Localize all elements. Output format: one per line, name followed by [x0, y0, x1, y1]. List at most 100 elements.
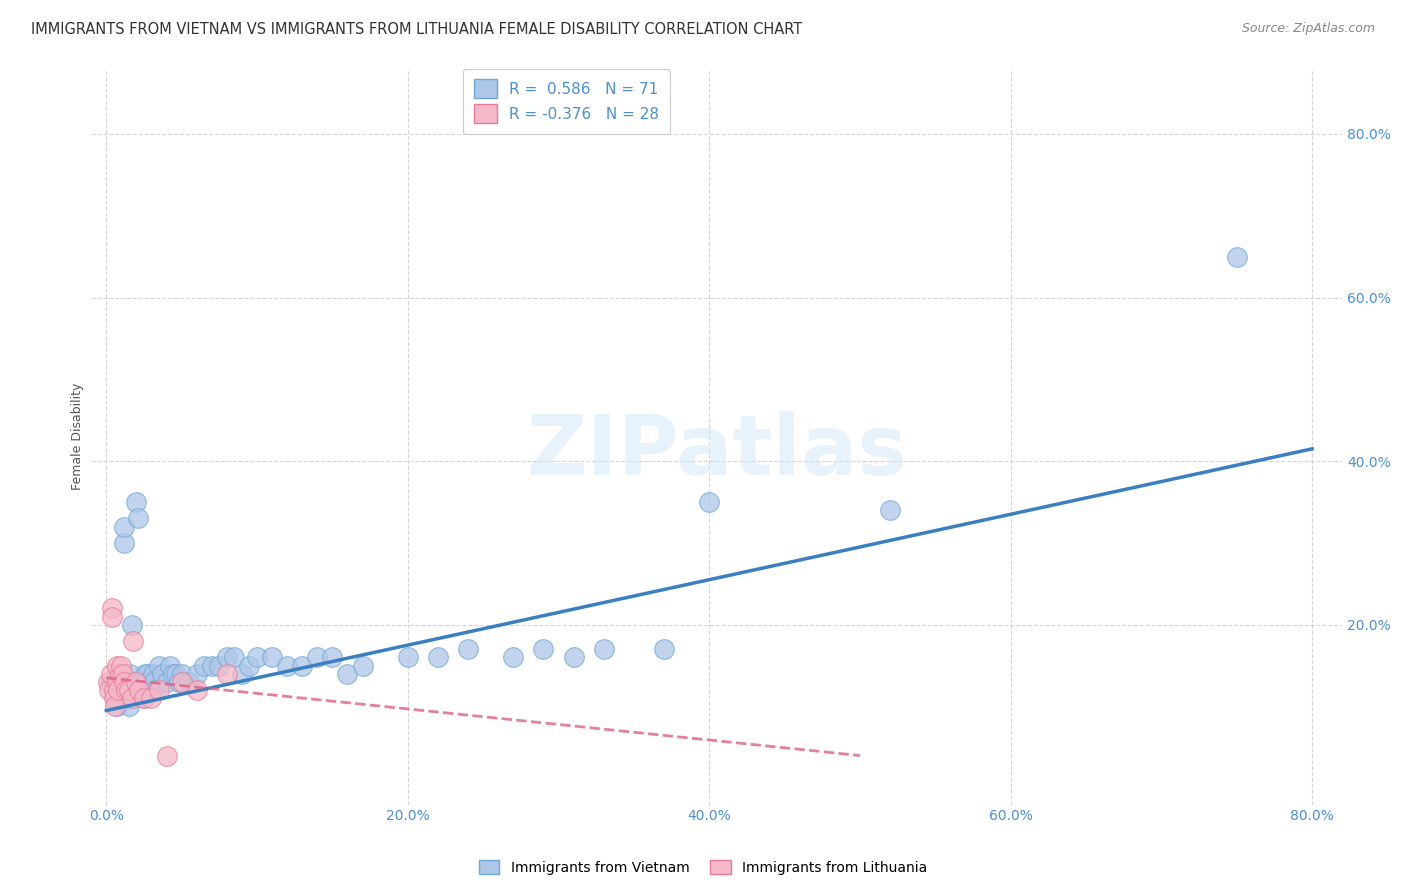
Point [155, 675, 177, 690]
Point [426, 650, 449, 665]
Legend: R =  0.586   N = 71, R = -0.376   N = 28: R = 0.586 N = 71, R = -0.376 N = 28 [464, 69, 669, 134]
Point [167, 675, 190, 690]
Point [179, 675, 201, 690]
Point [145, 683, 167, 698]
Point [143, 675, 166, 690]
Point [208, 658, 231, 673]
Point [103, 691, 125, 706]
Point [562, 650, 585, 665]
Point [115, 691, 138, 706]
Point [122, 634, 145, 648]
Point [186, 666, 208, 681]
Point [170, 675, 193, 690]
Point [105, 666, 128, 681]
Point [238, 658, 260, 673]
Point [291, 658, 314, 673]
Point [224, 650, 246, 665]
Point [107, 675, 129, 690]
Point [105, 699, 128, 714]
Point [141, 683, 163, 698]
Point [115, 683, 138, 698]
Point [120, 666, 142, 681]
Point [98, 683, 121, 698]
Point [112, 536, 135, 550]
Point [170, 666, 193, 681]
Point [112, 519, 135, 533]
Text: Source: ZipAtlas.com: Source: ZipAtlas.com [1241, 22, 1375, 36]
Point [100, 675, 122, 690]
Point [159, 658, 181, 673]
Point [136, 666, 159, 681]
Point [1226, 250, 1249, 264]
Point [125, 675, 148, 690]
Point [262, 650, 284, 665]
Point [104, 699, 127, 714]
Point [100, 666, 122, 681]
Point [142, 666, 165, 681]
Point [276, 658, 298, 673]
Point [105, 675, 128, 690]
Point [115, 683, 138, 698]
Point [457, 642, 479, 657]
Y-axis label: Female Disability: Female Disability [72, 383, 84, 491]
Point [111, 675, 134, 690]
Point [134, 666, 156, 681]
Point [107, 683, 129, 698]
Point [125, 495, 148, 509]
Point [118, 683, 141, 698]
Point [110, 658, 132, 673]
Point [128, 683, 150, 698]
Point [246, 650, 269, 665]
Point [121, 691, 143, 706]
Point [141, 691, 163, 706]
Point [103, 683, 125, 698]
Point [118, 683, 141, 698]
Point [101, 609, 124, 624]
Point [112, 675, 135, 690]
Point [186, 683, 208, 698]
Point [104, 691, 127, 706]
Point [108, 675, 131, 690]
Point [307, 650, 329, 665]
Point [396, 650, 419, 665]
Point [215, 666, 238, 681]
Point [111, 666, 134, 681]
Text: ZIPatlas: ZIPatlas [526, 411, 907, 491]
Point [108, 691, 131, 706]
Point [352, 658, 374, 673]
Point [201, 658, 224, 673]
Point [122, 675, 145, 690]
Point [215, 650, 238, 665]
Point [110, 666, 132, 681]
Point [592, 642, 614, 657]
Point [162, 666, 184, 681]
Point [531, 642, 554, 657]
Point [127, 511, 149, 525]
Point [108, 666, 131, 681]
Point [117, 675, 139, 690]
Point [132, 691, 155, 706]
Point [97, 675, 120, 690]
Point [879, 503, 901, 517]
Point [697, 495, 720, 509]
Point [110, 683, 132, 698]
Point [321, 650, 343, 665]
Point [129, 675, 152, 690]
Point [148, 658, 170, 673]
Point [231, 666, 253, 681]
Point [150, 666, 173, 681]
Point [121, 617, 143, 632]
Point [336, 666, 359, 681]
Point [502, 650, 524, 665]
Point [138, 675, 160, 690]
Legend: Immigrants from Vietnam, Immigrants from Lithuania: Immigrants from Vietnam, Immigrants from… [472, 855, 934, 880]
Point [165, 666, 187, 681]
Text: IMMIGRANTS FROM VIETNAM VS IMMIGRANTS FROM LITHUANIA FEMALE DISABILITY CORRELATI: IMMIGRANTS FROM VIETNAM VS IMMIGRANTS FR… [31, 22, 803, 37]
Point [103, 683, 125, 698]
Point [193, 658, 215, 673]
Point [107, 683, 129, 698]
Point [124, 683, 146, 698]
Point [132, 691, 155, 706]
Point [101, 601, 124, 615]
Point [128, 683, 150, 698]
